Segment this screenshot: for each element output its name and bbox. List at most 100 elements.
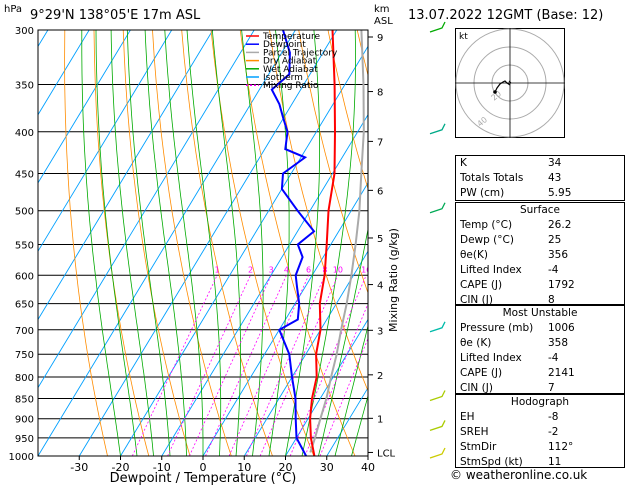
isotherm--10 — [161, 113, 368, 456]
asl-unit-label: ASL — [374, 16, 393, 27]
km-label-8: 8 — [377, 88, 383, 99]
isotherm-10 — [243, 250, 368, 456]
mixing-ratio-label-6: 6 — [306, 265, 311, 274]
km-label-2: 2 — [377, 371, 383, 382]
index-table-hodograph: Hodograph EH -8 SREH -2 StmDir 112° StmSpd … — [455, 394, 625, 468]
wet-adiabat--8 — [126, 30, 171, 456]
isotherm--50 — [38, 30, 255, 389]
surface-row-dewp: Dewp (°C) 25 — [460, 234, 562, 246]
legend-label-5: Isotherm — [263, 73, 303, 83]
most-unstable-title: Most Unstable — [502, 307, 578, 319]
km-label-6: 6 — [377, 186, 383, 197]
mixing-ratio-label-16: 16 — [361, 265, 371, 274]
surface-row-li: Lifted Index -4 — [460, 264, 559, 276]
index-row-pw: PW (cm) 5.95 — [460, 187, 572, 199]
mixing-ratio-3 — [189, 275, 272, 456]
wet-adiabat-32 — [334, 324, 368, 456]
mixing-ratio-2 — [167, 275, 251, 456]
wet-adiabat--20 — [81, 30, 121, 456]
hodograph-unit: kt — [459, 32, 468, 42]
dry-adiabat-330 — [298, 30, 368, 294]
forecast-datetime: 13.07.2022 12GMT (Base: 12) — [408, 8, 604, 23]
hodo-row-sreh: SREH -2 — [460, 426, 559, 438]
mu-row-li: Lifted Index -4 — [460, 352, 559, 364]
hodo-row-stmdir: StmDir 112° — [460, 441, 574, 453]
mixing-ratio-label-10: 10 — [333, 265, 343, 274]
wind-barb-700 — [429, 321, 446, 333]
mixing-ratio-4 — [205, 275, 287, 456]
hodograph: kt 20 40 — [455, 28, 565, 138]
pressure-label-950: 950 — [15, 434, 34, 445]
wet-adiabat--4 — [144, 30, 187, 456]
x-tick-label--10: -10 — [153, 461, 171, 474]
legend-label-0: Temperature — [262, 32, 320, 42]
isotherm-0 — [202, 182, 368, 456]
legend-label-1: Dewpoint — [263, 40, 306, 50]
isotherm--70 — [38, 30, 173, 253]
isotherm--110 — [0, 30, 7, 456]
mixing-ratio-8 — [246, 275, 326, 456]
index-table-most-unstable: Most Unstable Pressure (mb) 1006 θe (K) 35… — [455, 305, 625, 394]
pressure-label-900: 900 — [15, 415, 34, 426]
mixing-ratio-axis-label: Mixing Ratio (g/kg) — [387, 228, 400, 332]
isotherm--90 — [38, 30, 90, 116]
x-tick-label-30: 30 — [320, 461, 334, 474]
wet-adiabat-0 — [164, 30, 204, 456]
skewt-grid: 1 2 3 4 6 8 10 16 20 25 — [0, 30, 455, 456]
mu-row-thetae: θe (K) 358 — [460, 337, 569, 349]
pressure-label-750: 750 — [15, 350, 34, 361]
mixing-ratio-20 — [304, 302, 368, 456]
legend-label-4: Wet Adiabat — [263, 65, 318, 75]
isotherm--30 — [78, 30, 338, 456]
wet-adiabat--16 — [95, 30, 138, 456]
credit-text: © weatheronline.co.uk — [450, 468, 588, 482]
wet-adiabat-20 — [285, 30, 320, 456]
pressure-label-850: 850 — [15, 394, 34, 405]
parcel-trajectory-line — [309, 30, 365, 453]
index-row-k: K 34 — [460, 157, 562, 169]
pressure-label-550: 550 — [15, 240, 34, 251]
wet-adiabat--12 — [110, 30, 154, 456]
mixing-ratio-label-1: 1 — [215, 265, 220, 274]
x-tick-label-20: 20 — [279, 461, 293, 474]
isotherm-50 — [409, 30, 455, 456]
surface-row-thetae: θe(K) 356 — [460, 249, 569, 261]
wind-barb-300 — [429, 21, 446, 33]
mu-row-cin: CIN (J) 7 — [460, 382, 555, 394]
x-tick-label-0: 0 — [200, 461, 207, 474]
mu-row-cape: CAPE (J) 2141 — [460, 367, 575, 379]
mixing-ratio-label-3: 3 — [269, 265, 274, 274]
wet-adiabat-16 — [268, 30, 290, 456]
x-tick-label-40: 40 — [361, 461, 375, 474]
wet-adiabat-12 — [241, 30, 264, 456]
km-label-9: 9 — [377, 33, 383, 44]
isotherm--40 — [38, 30, 296, 456]
wind-barbs — [429, 21, 446, 459]
legend-label-3: Dry Adiabat — [263, 57, 317, 67]
x-axis-label: Dewpoint / Temperature (°C) — [110, 471, 297, 486]
hodograph-title: Hodograph — [510, 396, 570, 408]
pressure-label-450: 450 — [15, 169, 34, 180]
skewt-diagram: 1 2 3 4 6 8 10 16 20 25 3003504004505005506006507… — [0, 21, 455, 486]
station-location: 9°29'N 138°05'E 17m ASL — [30, 8, 201, 23]
mixing-ratio-label-4: 4 — [284, 265, 289, 274]
km-label-1: 1 — [377, 414, 383, 425]
dry-adiabat-250 — [64, 30, 108, 456]
storm-motion-arrow — [506, 80, 512, 84]
mixing-ratio-6 — [228, 275, 309, 456]
mixing-ratio-25 — [319, 337, 368, 456]
dry-adiabat-370 — [416, 30, 455, 456]
pressure-label-350: 350 — [15, 81, 34, 92]
dry-adiabat-380 — [445, 30, 455, 456]
legend-label-2: Parcel Trajectory — [263, 48, 338, 58]
mu-row-pressure: Pressure (mb) 1006 — [460, 322, 575, 334]
mixing-ratio-label-20: 20 — [375, 265, 385, 274]
km-label-4: 4 — [377, 281, 383, 292]
surface-row-temp: Temp (°C) 26.2 — [460, 219, 572, 231]
index-row-totals: Totals Totals 43 — [460, 172, 562, 184]
wind-barb-925 — [429, 420, 446, 432]
x-tick-label-10: 10 — [237, 461, 251, 474]
dry-adiabat-260 — [93, 30, 150, 456]
mixing-ratio-10 — [259, 275, 339, 456]
